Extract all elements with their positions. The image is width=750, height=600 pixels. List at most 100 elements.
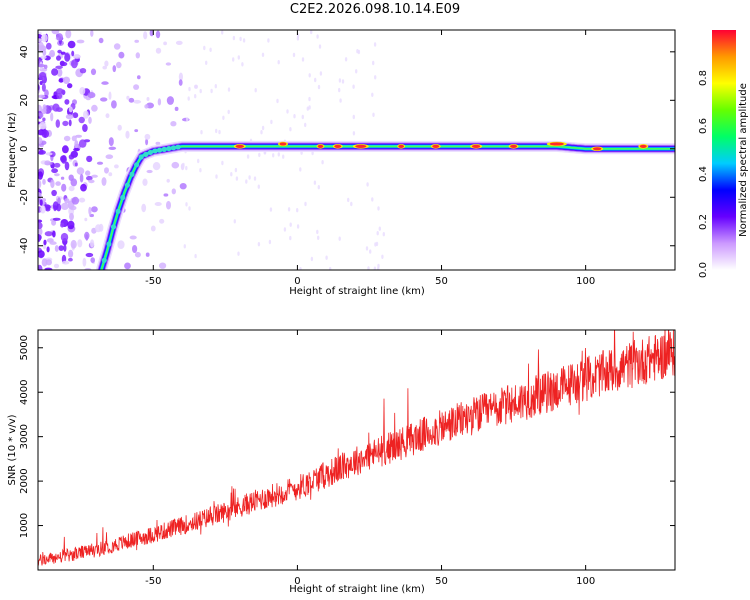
noise-blob [308,96,311,102]
noise-blob [64,198,70,204]
noise-blob [183,244,186,249]
noise-blob [82,257,87,267]
ridge-dot [124,182,130,188]
noise-blob [84,231,90,240]
ridge-dot [115,208,121,214]
noise-blob [178,72,183,82]
noise-blob [60,232,69,242]
noise-blob [55,119,60,128]
noise-blob [62,76,70,85]
noise-blob [186,117,189,122]
noise-blob [221,30,224,35]
noise-blob [214,84,217,89]
noise-blob [125,130,130,139]
noise-blob [64,161,70,171]
noise-blob [150,225,156,232]
noise-blob [245,179,248,184]
noise-blob [289,235,292,241]
noise-blob [145,252,150,257]
noise-blob [299,267,302,270]
noise-blob [78,139,87,148]
noise-blob [338,87,341,93]
ridge-band-1 [97,142,675,270]
ridge-dot [120,194,126,201]
noise-blob [155,30,161,39]
noise-blob [369,249,372,254]
noise-blob [71,59,78,69]
noise-blob [116,61,122,69]
noise-blob [78,116,85,124]
noise-blob [133,99,142,104]
noise-blob [142,178,148,186]
noise-blob [254,88,257,93]
noise-blob [105,154,114,159]
noise-blob [39,81,43,85]
noise-blob [54,162,61,168]
noise-blob [68,154,75,160]
noise-blob [350,201,353,207]
y-tick-label: 1000 [19,513,30,538]
noise-blob [91,104,98,112]
noise-blob [38,222,43,230]
noise-blob [329,266,332,270]
noise-blob [296,224,300,229]
noise-blob [58,78,64,83]
noise-blob [155,47,162,54]
noise-blob [42,104,47,112]
noise-blob [104,60,109,67]
noise-blob [239,36,242,42]
noise-blob [377,206,380,211]
noise-blob [79,173,84,183]
noise-blob [171,161,180,169]
noise-blob [44,231,53,237]
noise-blob [352,131,356,136]
snr-frame [37,329,676,571]
ridge-hotspot-core [355,144,367,148]
noise-blob [72,54,81,58]
noise-blob [209,47,212,52]
noise-blob [299,167,302,172]
x-axis-label: Height of straight line (km) [289,286,425,297]
noise-blob [163,193,169,197]
noise-blob [143,31,148,40]
ridge-dot [138,154,144,160]
noise-blob [218,129,221,135]
noise-blob [60,155,67,163]
noise-blob [45,152,53,156]
noise-blob [62,145,69,154]
noise-blob [304,122,307,128]
noise-blob [88,116,92,124]
x-tick-label: 50 [435,276,448,287]
ridge-dot [161,146,167,152]
noise-blob [79,68,87,74]
ridge-dot [170,145,177,151]
noise-blob [261,125,265,131]
noise-blob [67,220,75,230]
noise-blob [372,112,375,118]
noise-blob [76,39,85,44]
noise-blob [82,124,88,132]
ridge-hotspot-core [432,144,440,148]
noise-blob [96,161,104,165]
x-tick-label: -50 [145,576,161,587]
noise-blob [56,68,63,77]
noise-blob [69,205,77,211]
noise-blob [170,121,177,127]
noise-blob [165,62,172,66]
noise-blob [296,208,299,213]
noise-blob [257,242,261,247]
noise-blob [235,176,239,181]
ridge-dot [101,257,107,263]
noise-blob [341,79,345,84]
noise-blob [43,239,47,246]
noise-blob [69,212,74,221]
noise-blob [52,230,56,238]
noise-blob [54,245,59,252]
noise-blob [60,61,68,67]
noise-blob [154,202,162,206]
noise-blob [166,200,171,210]
noise-blob [91,206,98,213]
noise-blob [205,60,208,65]
noise-blob [65,30,72,39]
noise-blob [182,162,185,168]
